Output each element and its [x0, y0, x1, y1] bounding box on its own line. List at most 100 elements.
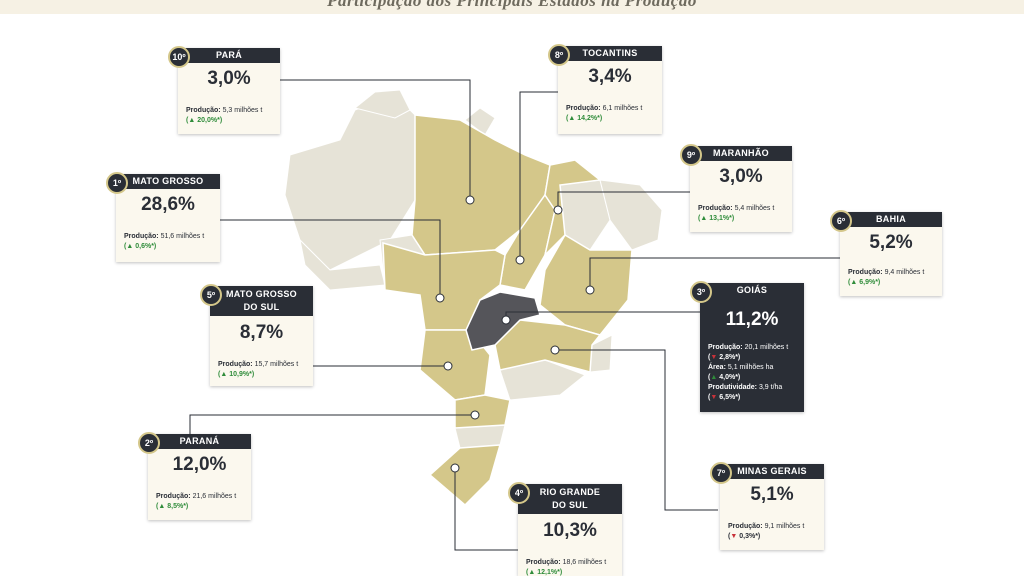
area-value: 5,1 milhões ha — [727, 364, 774, 371]
card-minas-percent: 5,1% — [750, 484, 794, 505]
arrow-up-icon: ▲ — [568, 115, 576, 122]
change-value: 13,1%* — [709, 215, 732, 222]
change-line: (▲ 13,1%*) — [698, 215, 735, 222]
production-label: Produção: — [526, 559, 561, 566]
card-goias-details: Produção: 20,1 milhões t (▼ 2,8%*) Área:… — [708, 343, 800, 403]
card-tocantins-rank: 8º — [548, 44, 570, 66]
leader-lines — [189, 79, 840, 551]
marker-minas — [550, 345, 560, 355]
bahia-region — [539, 233, 633, 336]
marker-maranhao — [553, 205, 563, 215]
card-rs-percent: 10,3% — [543, 520, 597, 541]
card-para-percent: 3,0% — [207, 68, 251, 89]
card-mato-grosso: MATO GROSSO 1º 28,6% Produção: 51,6 milh… — [106, 172, 220, 262]
card-ms-name: MATO GROSSO DO SUL — [210, 286, 313, 316]
change-line: (▲ 14,2%*) — [566, 115, 603, 122]
change-value: 6,9%* — [859, 279, 878, 286]
card-minas-gerais: MINAS GERAIS 7º 5,1% Produção: 9,1 milhõ… — [710, 462, 824, 550]
marker-ms — [443, 361, 453, 371]
card-tocantins-name: TOCANTINS — [558, 46, 662, 61]
production-value: 9,4 milhões t — [884, 269, 925, 276]
production-value: 5,3 milhões t — [222, 107, 263, 114]
card-goias-rank: 3º — [690, 281, 712, 303]
card-rs-rank: 4º — [508, 482, 530, 504]
marker-goias — [501, 315, 511, 325]
northeast-region — [599, 179, 663, 251]
change-line: (▲ 6,9%*) — [848, 279, 881, 286]
card-mato-grosso-name: MATO GROSSO — [116, 174, 220, 189]
card-ms-details: Produção: 15,7 milhões t (▲ 10,9%*) — [218, 360, 309, 380]
map-markers — [435, 195, 595, 473]
card-rs-details: Produção: 18,6 milhões t (▲ 12,1%*) — [526, 558, 618, 576]
arrow-up-icon: ▲ — [158, 503, 166, 510]
leader-minas — [555, 349, 718, 511]
leader-mato-grosso — [220, 219, 441, 298]
card-bahia: BAHIA 6º 5,2% Produção: 9,4 milhões t (▲… — [830, 210, 942, 296]
leader-para — [280, 79, 471, 200]
card-maranhao-rank: 9º — [680, 144, 702, 166]
minas-gerais-region — [494, 319, 602, 373]
card-bahia-percent: 5,2% — [869, 232, 913, 253]
arrow-down-icon: ▼ — [730, 533, 738, 540]
productivity-value: 3,9 t/ha — [758, 384, 783, 391]
change-value: 6,5%* — [719, 394, 738, 401]
card-parana-name: PARANÁ — [148, 434, 251, 449]
card-goias-percent: 11,2% — [725, 309, 779, 330]
change-value: 20,0%* — [197, 117, 220, 124]
roraima-region — [353, 89, 411, 119]
marker-rs — [450, 463, 460, 473]
marker-parana — [470, 410, 480, 420]
card-para: PARÁ 10º 3,0% Produção: 5,3 milhões t (▲… — [168, 46, 280, 134]
parana-region — [454, 394, 511, 429]
production-label: Produção: — [156, 493, 191, 500]
card-parana-percent: 12,0% — [172, 454, 227, 475]
change-line: (▲ 0,6%*) — [124, 243, 157, 250]
card-tocantins-percent: 3,4% — [588, 66, 632, 87]
card-maranhao-name: MARANHÃO — [690, 146, 792, 161]
change-line: (▲ 10,9%*) — [218, 371, 255, 378]
production-value: 6,1 milhões t — [602, 105, 643, 112]
marker-tocantins — [515, 255, 525, 265]
arrow-up-icon: ▲ — [700, 215, 708, 222]
card-parana-details: Produção: 21,6 milhões t (▲ 8,5%*) — [156, 492, 247, 512]
card-para-name: PARÁ — [178, 48, 280, 63]
card-mato-grosso-details: Produção: 51,6 milhões t (▲ 0,6%*) — [124, 232, 216, 252]
card-rio-grande-do-sul: RIO GRANDE DO SUL 4º 10,3% Produção: 18,… — [508, 482, 622, 576]
change-value: 8,5%* — [167, 503, 186, 510]
card-goias: GOIÁS 3º 11,2% Produção: 20,1 milhões t … — [690, 281, 804, 412]
leader-tocantins — [519, 91, 558, 260]
production-value: 5,4 milhões t — [734, 205, 775, 212]
leader-bahia — [589, 257, 840, 290]
card-mato-grosso-rank: 1º — [106, 172, 128, 194]
production-label: Produção: — [728, 523, 763, 530]
card-goias-name: GOIÁS — [700, 283, 804, 298]
card-bahia-name: BAHIA — [840, 212, 942, 227]
change-value: 0,6%* — [135, 243, 154, 250]
title-banner: Participação dos Principais Estados na P… — [0, 0, 1024, 14]
production-label: Produção: — [124, 233, 159, 240]
change-value: 0,3%* — [739, 533, 758, 540]
production-value: 20,1 milhões t — [744, 344, 789, 351]
card-ms-rank: 5º — [200, 284, 222, 306]
production-label: Produção: — [698, 205, 733, 212]
change-line: (▼ 6,5%*) — [708, 394, 741, 401]
change-line: (▲ 4,0%*) — [708, 374, 741, 381]
arrow-up-icon: ▲ — [528, 569, 536, 576]
marker-para — [465, 195, 475, 205]
card-maranhao-percent: 3,0% — [719, 166, 763, 187]
change-value: 10,9%* — [229, 371, 252, 378]
production-label: Produção: — [186, 107, 221, 114]
area-label: Área: — [708, 364, 726, 371]
card-tocantins: TOCANTINS 8º 3,4% Produção: 6,1 milhões … — [548, 44, 662, 134]
card-maranhao-details: Produção: 5,4 milhões t (▲ 13,1%*) — [698, 204, 788, 224]
production-value: 21,6 milhões t — [192, 493, 237, 500]
rio-grande-do-sul-region — [428, 444, 502, 507]
card-minas-name: MINAS GERAIS — [720, 464, 824, 479]
card-rs-name: RIO GRANDE DO SUL — [518, 484, 622, 514]
card-tocantins-details: Produção: 6,1 milhões t (▲ 14,2%*) — [566, 104, 658, 124]
change-line: (▲ 8,5%*) — [156, 503, 189, 510]
change-line: (▼ 0,3%*) — [728, 533, 761, 540]
production-value: 51,6 milhões t — [160, 233, 205, 240]
